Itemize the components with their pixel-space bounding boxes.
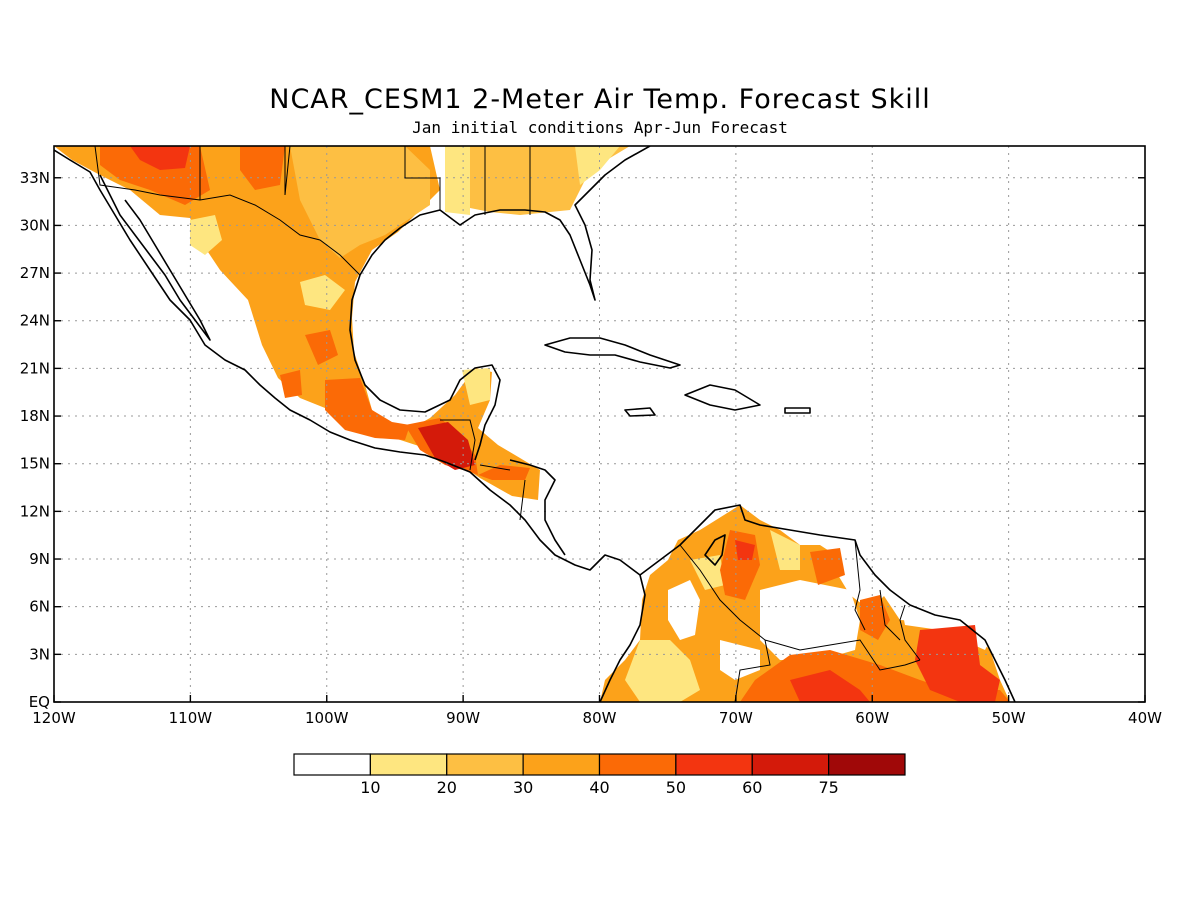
- x-tick-label: 120W: [32, 709, 76, 727]
- colorbar-label: 50: [666, 778, 686, 797]
- border-us-states: [199, 146, 531, 215]
- skill-region-hot-2: [130, 146, 190, 170]
- skill-region-sa-white-1: [668, 580, 700, 640]
- border-south-america: [679, 539, 921, 702]
- skill-region-yucatan-pale: [462, 368, 490, 405]
- x-tick-label: 90W: [446, 709, 480, 727]
- y-tick-label: 24N: [20, 312, 50, 330]
- coast-mexico-pacific: [54, 149, 646, 702]
- coast-hispaniola: [684, 384, 761, 411]
- skill-shading: [54, 146, 1010, 702]
- coast-lake-maracaibo: [704, 534, 726, 566]
- y-tick-label: 21N: [20, 359, 50, 377]
- colorbar-swatch: [369, 753, 448, 776]
- coast-cuba: [544, 337, 681, 369]
- y-tick-label: 3N: [29, 645, 50, 663]
- border-us-mexico: [94, 146, 361, 276]
- colorbar-swatch: [522, 753, 601, 776]
- colorbar-swatch: [446, 753, 524, 776]
- skill-region-hot-5: [280, 370, 302, 398]
- skill-region-se-us-pale: [445, 146, 620, 215]
- y-tick-label: EQ: [29, 693, 50, 711]
- coast-gulf-of-mexico: [349, 209, 501, 461]
- x-tick-label: 40W: [1128, 709, 1162, 727]
- colorbar: 10 20 30 40 50 60 75: [293, 753, 906, 797]
- map-gridlines: [54, 146, 1145, 702]
- skill-region-sa-white-3: [720, 640, 760, 680]
- y-tick-label: 18N: [20, 407, 50, 425]
- y-tick-label: 30N: [20, 216, 50, 234]
- y-axis: EQ 3N 6N 9N 12N 15N 18N 21N 24N 27N 30N 33N: [20, 169, 1145, 711]
- x-tick-label: 100W: [305, 709, 349, 727]
- skill-region-sa-hot-3: [810, 548, 845, 585]
- x-axis: 120W 110W 100W 90W 80W 70W 60W 50W 40W: [32, 695, 1162, 727]
- coast-caribbean-central-america: [509, 459, 566, 556]
- skill-region-sa-hot-5: [790, 670, 870, 702]
- y-tick-label: 12N: [20, 502, 50, 520]
- colorbar-label: 10: [360, 778, 380, 797]
- skill-region-hot-4: [305, 330, 338, 365]
- map-subtitle: Jan initial conditions Apr-Jun Forecast: [412, 118, 788, 137]
- y-tick-label: 15N: [20, 455, 50, 473]
- y-tick-label: 27N: [20, 264, 50, 282]
- colorbar-swatch: [751, 753, 830, 776]
- coastlines: [54, 146, 1016, 702]
- y-tick-label: 9N: [29, 550, 50, 568]
- x-tick-label: 50W: [992, 709, 1026, 727]
- skill-region-sa-pale-3: [770, 530, 800, 570]
- y-tick-label: 33N: [20, 169, 50, 187]
- colorbar-label: 60: [742, 778, 762, 797]
- coast-jamaica: [624, 407, 656, 417]
- x-tick-label: 80W: [583, 709, 617, 727]
- colorbar-label: 40: [589, 778, 609, 797]
- coast-us-gulf: [439, 146, 651, 301]
- political-borders: [94, 146, 921, 702]
- colorbar-swatch: [598, 753, 677, 776]
- colorbar-label: 75: [818, 778, 838, 797]
- skill-region-sa-pale-1: [625, 640, 700, 702]
- skill-region-hot-3: [240, 146, 285, 190]
- skill-region-texas-light: [290, 146, 430, 258]
- map-title: NCAR_CESM1 2-Meter Air Temp. Forecast Sk…: [269, 84, 931, 115]
- colorbar-swatch: [828, 753, 906, 776]
- skill-region-hot-6: [325, 378, 410, 440]
- x-tick-label: 60W: [855, 709, 889, 727]
- coast-puerto-rico: [784, 407, 811, 414]
- x-tick-label: 70W: [719, 709, 753, 727]
- skill-region-sa-white-2: [760, 580, 860, 660]
- colorbar-label: 20: [437, 778, 457, 797]
- coast-baja-california: [99, 174, 211, 341]
- border-central-america: [440, 419, 526, 521]
- skill-region-nw-mexico-pale: [190, 215, 222, 255]
- x-tick-label: 110W: [169, 709, 213, 727]
- colorbar-swatch: [293, 753, 371, 776]
- y-tick-label: 6N: [29, 598, 50, 616]
- skill-region-sa-hot-2: [735, 540, 755, 560]
- colorbar-swatch: [675, 753, 753, 776]
- skill-region-sa-hot-6: [915, 625, 1000, 702]
- skill-region-sa-white-4: [835, 545, 890, 610]
- skill-region-mexico-us: [54, 146, 540, 500]
- skill-region-central-mexico-pale: [300, 275, 345, 310]
- colorbar-label: 30: [513, 778, 533, 797]
- skill-region-guatemala-peak: [418, 422, 475, 470]
